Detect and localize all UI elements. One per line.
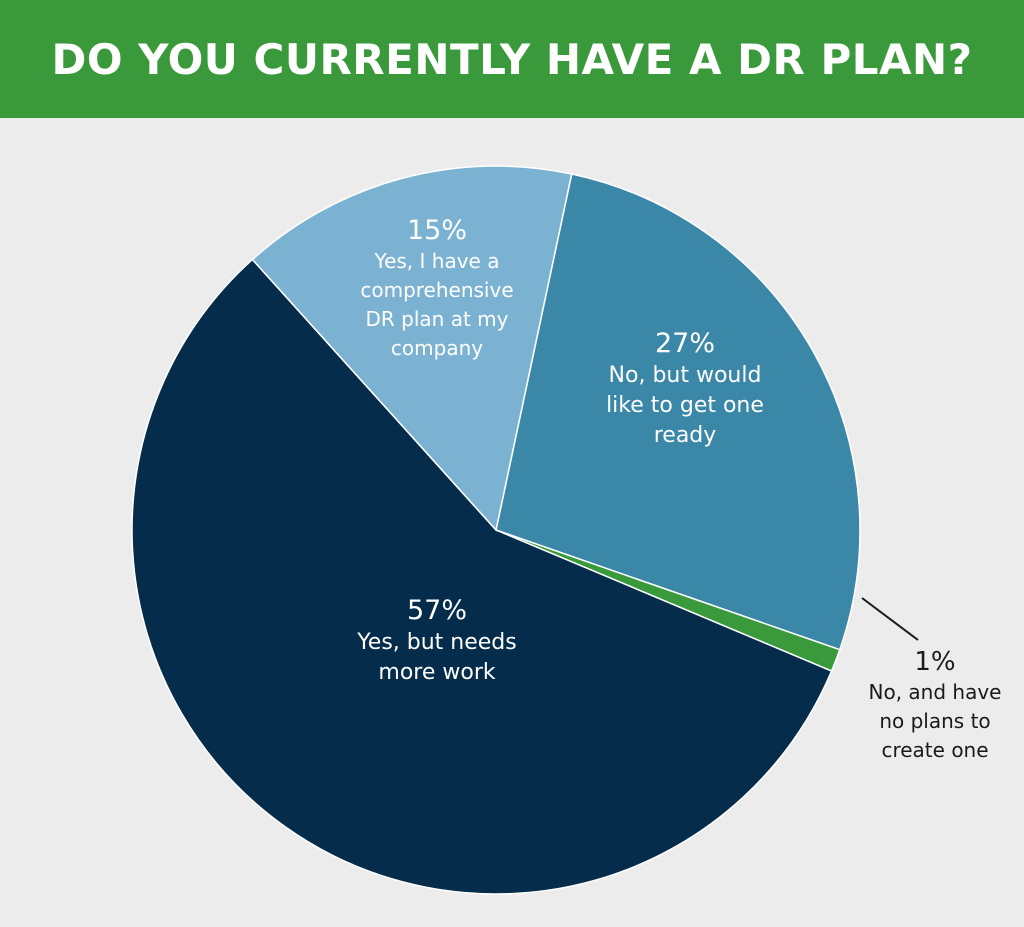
slice-category-label: Yes, but needs (356, 630, 516, 655)
leader-line (861, 597, 919, 641)
slice-category-label: no plans to (879, 709, 990, 733)
slice-category-label: company (391, 336, 483, 360)
chart-title: DO YOU CURRENTLY HAVE A DR PLAN? (51, 34, 973, 84)
slice-category-label: like to get one (606, 393, 764, 418)
pie-slice (131, 258, 833, 895)
slice-value-label: 57% (407, 595, 467, 626)
slice-category-label: more work (378, 660, 495, 685)
slice-category-label: comprehensive (360, 278, 513, 302)
slice-category-label: create one (881, 738, 988, 762)
slice-category-label: DR plan at my (366, 307, 509, 331)
slice-category-label: No, but would (609, 363, 762, 388)
slice-value-label: 15% (407, 215, 467, 246)
slice-category-label: No, and have (869, 680, 1002, 704)
slice-value-label: 27% (655, 328, 715, 359)
pie-slice (495, 173, 861, 651)
slice-category-label: Yes, I have a (374, 249, 500, 273)
slice-category-label: ready (654, 423, 717, 448)
slice-value-label: 1% (914, 647, 955, 677)
pie-slice (251, 165, 573, 532)
title-banner: DO YOU CURRENTLY HAVE A DR PLAN? (0, 0, 1024, 118)
